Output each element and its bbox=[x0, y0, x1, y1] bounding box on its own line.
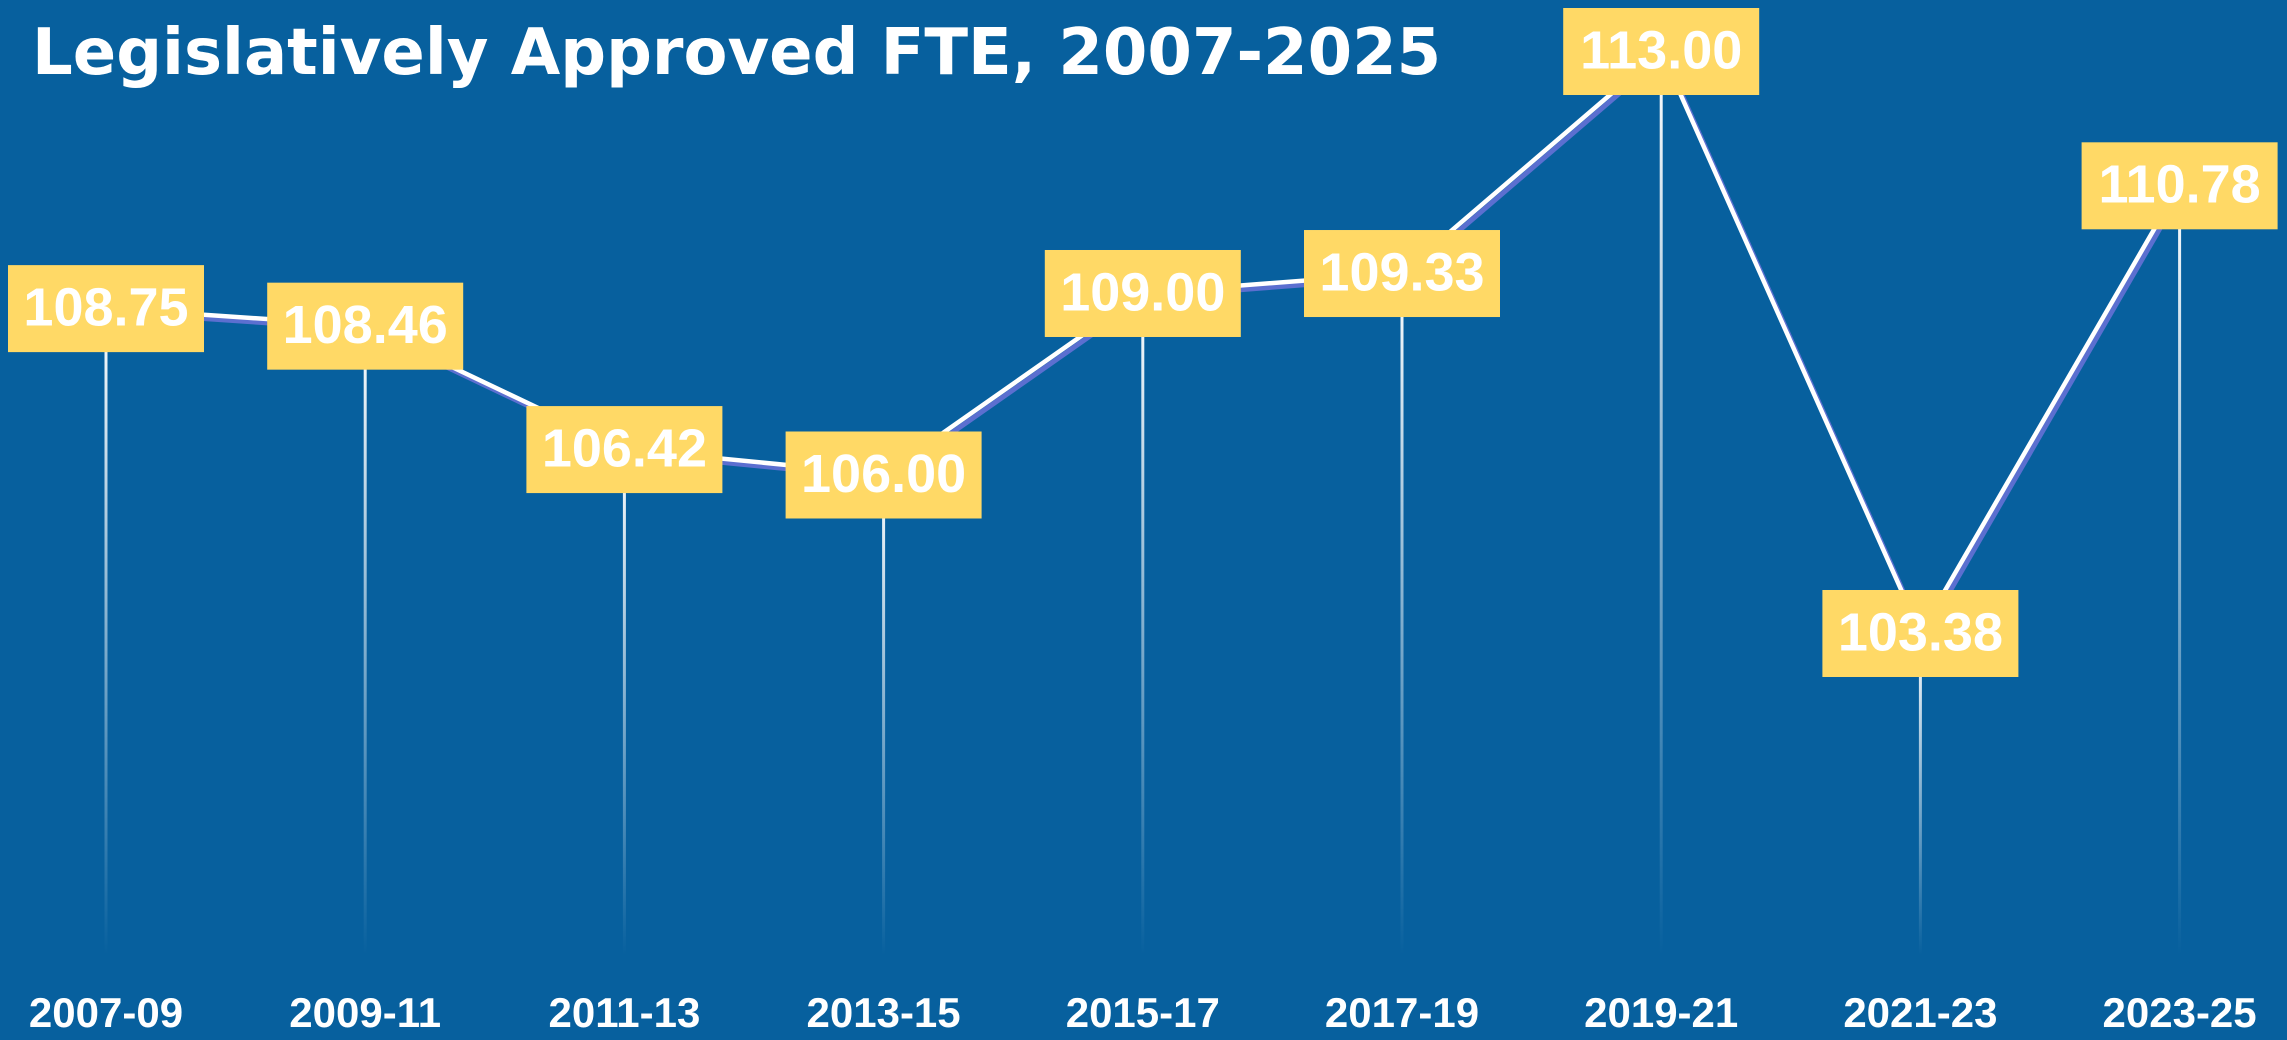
drop-line bbox=[1141, 292, 1145, 955]
drop-line bbox=[1918, 633, 1922, 955]
drop-line bbox=[104, 308, 108, 955]
x-tick-label: 2015-17 bbox=[1066, 989, 1220, 1036]
data-label: 108.75 bbox=[23, 277, 188, 337]
data-label: 109.33 bbox=[1319, 242, 1484, 302]
x-tick-label: 2007-09 bbox=[29, 989, 183, 1036]
data-label-box bbox=[1304, 230, 1500, 318]
data-label: 110.78 bbox=[2099, 155, 2261, 215]
data-label: 108.46 bbox=[283, 295, 448, 355]
drop-line bbox=[1659, 51, 1663, 955]
drop-line bbox=[882, 474, 886, 955]
data-label: 103.38 bbox=[1838, 602, 2003, 662]
drop-line bbox=[622, 449, 626, 955]
data-label-box bbox=[1822, 590, 2019, 677]
x-tick-label: 2019-21 bbox=[1584, 989, 1738, 1036]
x-tick-label: 2011-13 bbox=[548, 989, 700, 1036]
drop-line bbox=[2178, 185, 2182, 956]
x-tick-label: 2013-15 bbox=[807, 989, 961, 1036]
data-label: 113.00 bbox=[1580, 20, 1742, 80]
data-label: 106.00 bbox=[801, 444, 966, 504]
drop-line bbox=[363, 325, 367, 955]
data-label-box bbox=[1563, 8, 1760, 95]
x-tick-label: 2021-23 bbox=[1843, 989, 1997, 1036]
data-label-box bbox=[526, 406, 723, 494]
drop-line bbox=[1400, 273, 1404, 955]
x-tick-label: 2023-25 bbox=[2103, 989, 2257, 1036]
data-label-box bbox=[267, 282, 464, 370]
x-tick-label: 2017-19 bbox=[1325, 989, 1479, 1036]
chart-title: Legislatively Approved FTE, 2007-2025 bbox=[32, 16, 1441, 90]
x-tick-label: 2009-11 bbox=[289, 989, 441, 1036]
data-label-box bbox=[8, 265, 204, 353]
data-label-box bbox=[2081, 142, 2278, 230]
data-label: 109.00 bbox=[1060, 262, 1225, 322]
data-label-box bbox=[785, 431, 982, 519]
data-label: 106.42 bbox=[542, 418, 707, 478]
data-label-box bbox=[1044, 249, 1241, 337]
